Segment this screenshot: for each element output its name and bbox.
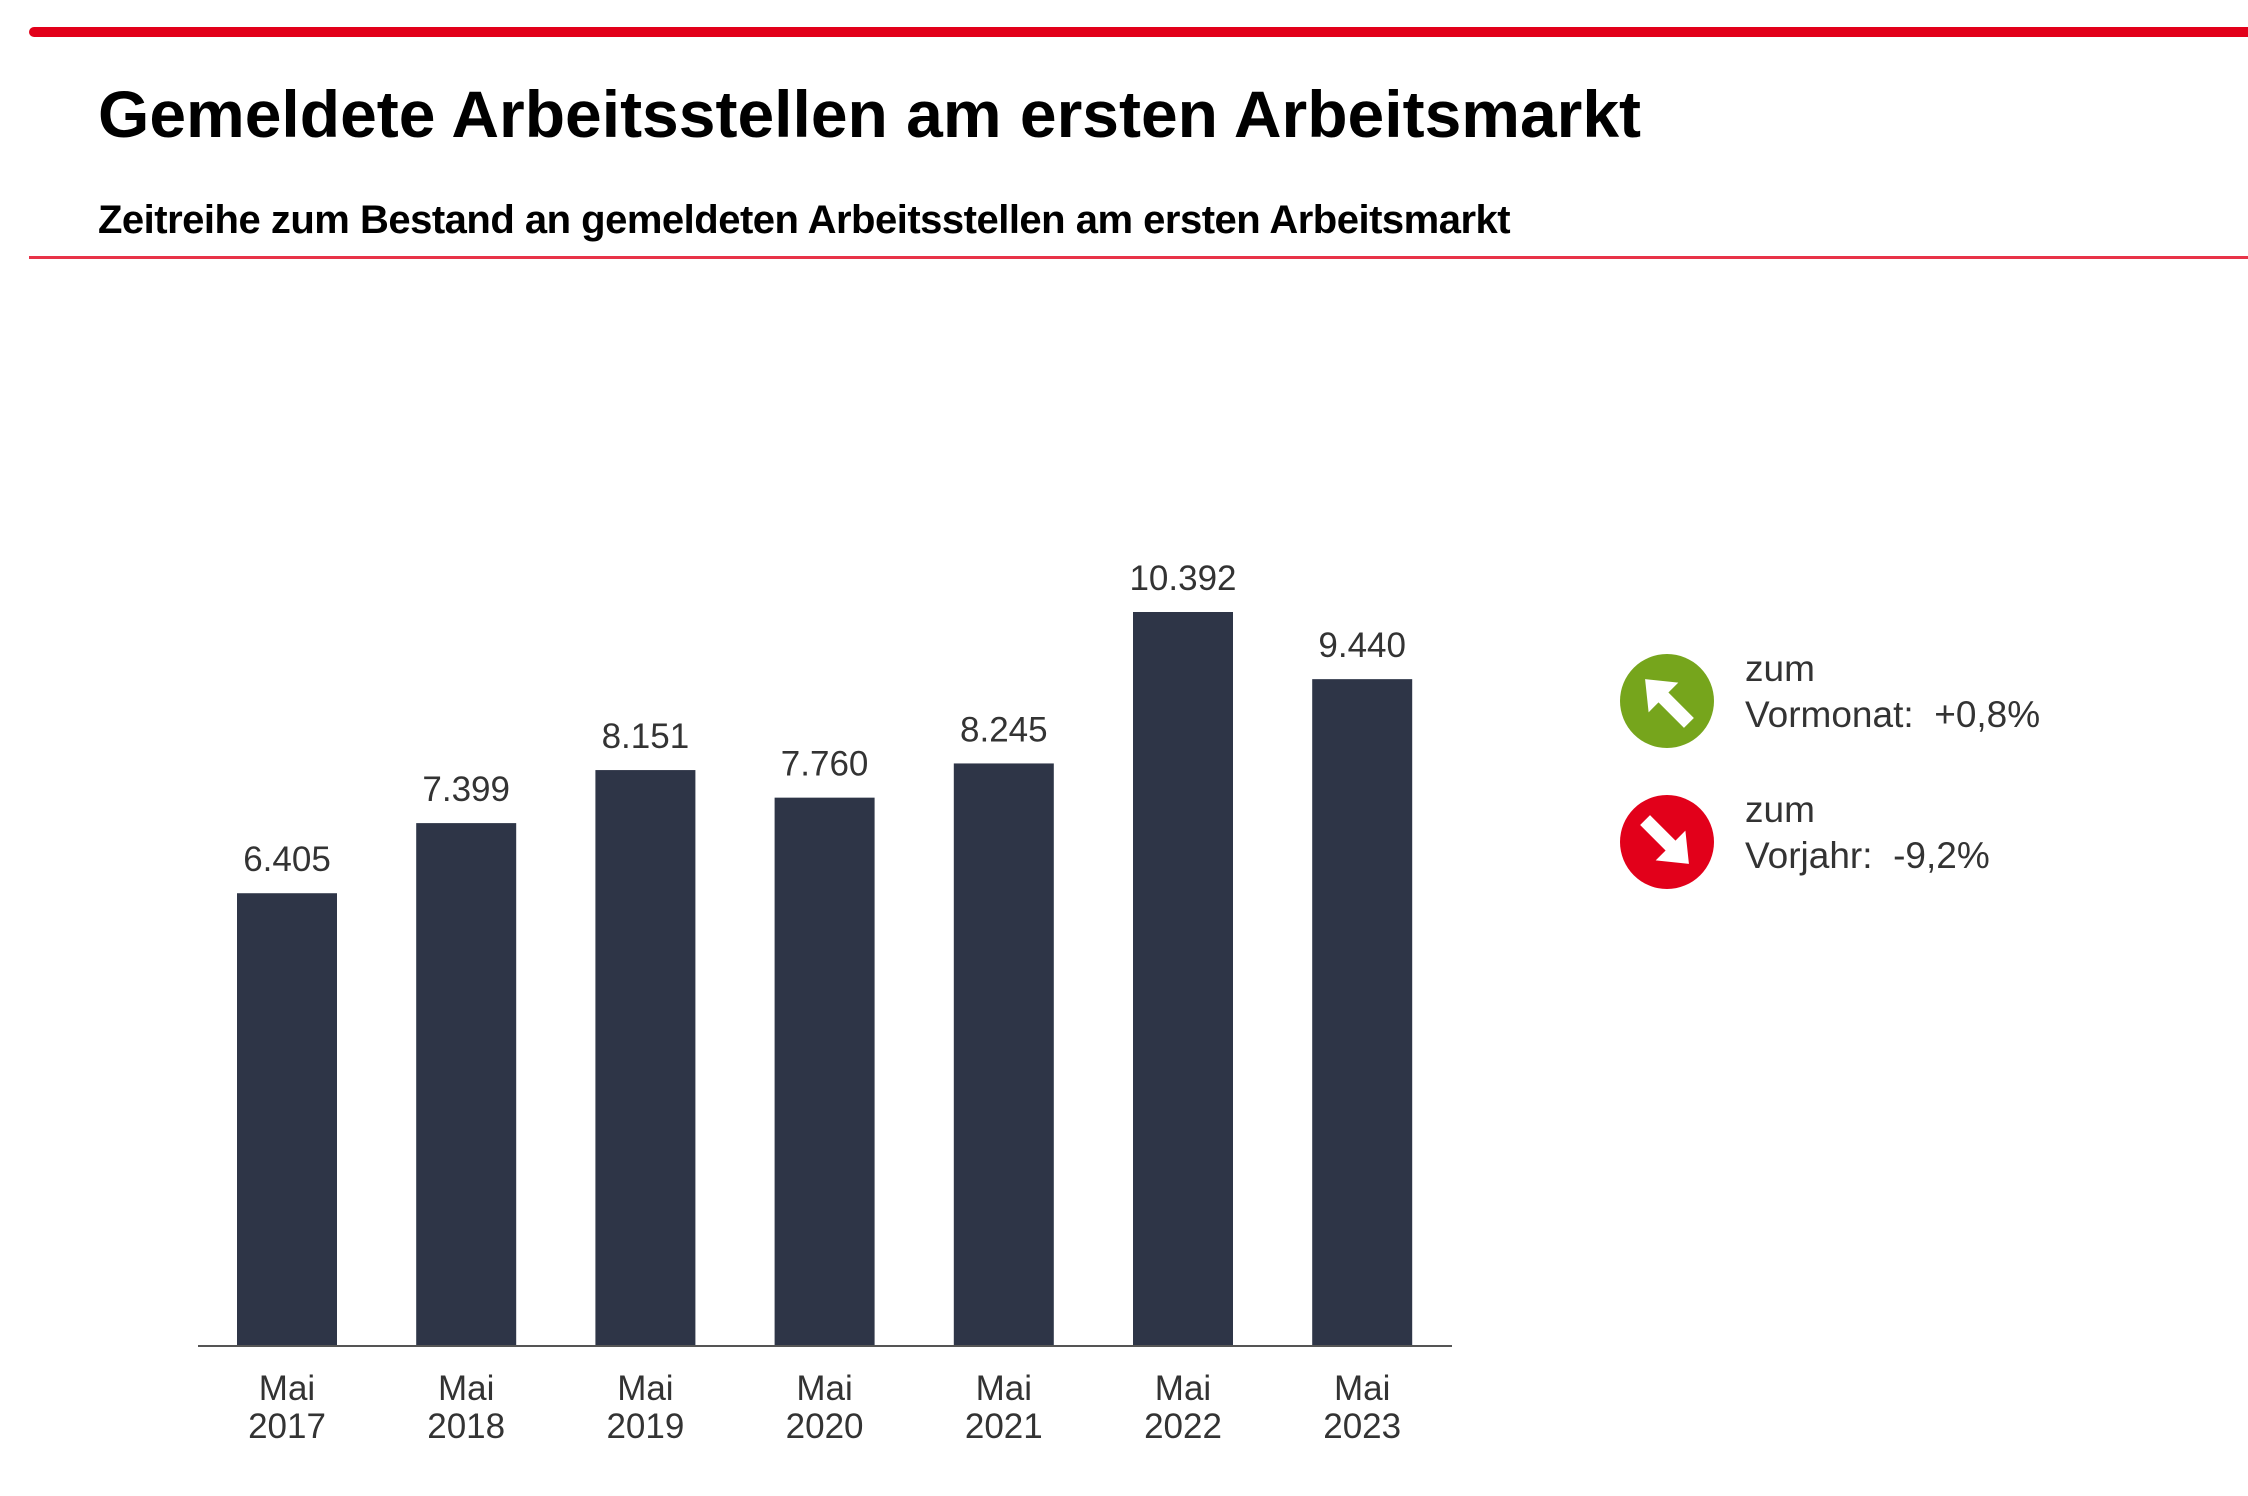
bar <box>416 823 517 1345</box>
data-label: 9.440 <box>1318 626 1406 665</box>
indicator-value: -9,2% <box>1893 835 1990 876</box>
x-tick-label: 2020 <box>786 1407 864 1446</box>
bar <box>953 763 1054 1345</box>
x-tick-label: Mai <box>976 1369 1032 1408</box>
indicator-value: +0,8% <box>1934 694 2041 735</box>
data-label: 8.245 <box>960 710 1048 749</box>
indicator-label: Vorjahr: <box>1745 835 1873 876</box>
bar <box>1312 679 1413 1345</box>
data-label: 8.151 <box>602 717 690 756</box>
page-title: Gemeldete Arbeitsstellen am ersten Arbei… <box>98 77 1642 151</box>
data-label: 10.392 <box>1129 559 1236 598</box>
data-label: 7.760 <box>781 745 869 784</box>
arrow-down-right-icon <box>1620 795 1714 889</box>
x-tick-label: Mai <box>1155 1369 1211 1408</box>
indicator-label: zum <box>1745 789 1815 830</box>
x-tick-label: 2022 <box>1144 1407 1222 1446</box>
page-subtitle: Zeitreihe zum Bestand an gemeldeten Arbe… <box>98 198 1511 242</box>
x-tick-label: 2017 <box>248 1407 326 1446</box>
x-tick-label: 2018 <box>427 1407 505 1446</box>
x-tick-label: Mai <box>259 1369 315 1408</box>
x-tick-label: 2019 <box>606 1407 684 1446</box>
arrow-up-right-icon <box>1620 654 1714 748</box>
top-accent-bar <box>29 27 2248 37</box>
header-divider <box>29 256 2248 259</box>
x-tick-label: Mai <box>617 1369 673 1408</box>
bar <box>237 893 337 1345</box>
data-label: 6.405 <box>243 840 331 879</box>
x-tick-label: Mai <box>1334 1369 1390 1408</box>
indicator-label: Vormonat: <box>1745 694 1914 735</box>
x-tick-label: 2023 <box>1323 1407 1401 1446</box>
data-label: 7.399 <box>422 770 510 809</box>
bar <box>774 797 875 1345</box>
x-tick-label: 2021 <box>965 1407 1043 1446</box>
indicator-label: zum <box>1745 648 1815 689</box>
bar <box>1133 612 1233 1345</box>
bar <box>595 770 696 1345</box>
x-tick-label: Mai <box>796 1369 852 1408</box>
x-tick-label: Mai <box>438 1369 494 1408</box>
